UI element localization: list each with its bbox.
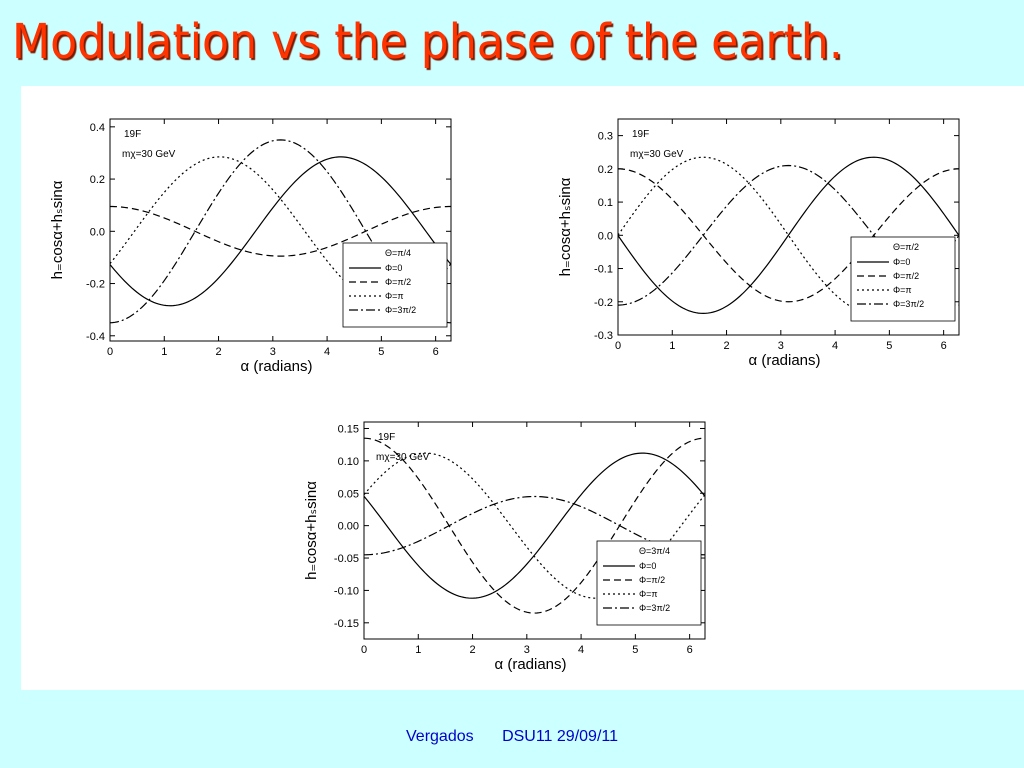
x-axis-label: α (radians) (240, 358, 312, 375)
y-tick-label: -0.15 (334, 618, 359, 630)
legend-box (342, 242, 448, 328)
x-tick-label: 5 (886, 340, 892, 352)
legend-title: Θ=3π/4 (639, 546, 670, 556)
y-tick-label: 0.2 (598, 164, 613, 176)
footer: Vergados DSU11 29/09/11 (0, 728, 1024, 746)
legend-entry: Φ=0 (893, 257, 910, 267)
legend: Θ=π/2 Φ=0 Φ=π/2 Φ=π Φ=3π/2 (850, 236, 956, 322)
x-tick-label: 2 (215, 346, 221, 358)
x-axis-label: α (radians) (748, 352, 820, 369)
isotope-label: 19F (632, 129, 649, 140)
series-line (363, 495, 706, 556)
series-line (363, 437, 706, 614)
x-tick-label: 6 (687, 644, 693, 656)
y-tick-label: 0.3 (598, 131, 613, 143)
y-tick-label: 0.10 (338, 456, 359, 468)
chart-theta-3pi-over-4: 0 1 2 3 4 5 6 -0.15 -0.10 -0.05 0.00 0.05 0.10 0.15 α … (303, 421, 706, 673)
isotope-label: 19F (378, 432, 395, 443)
chart-theta-pi-over-4: 0 1 2 3 4 5 6 -0.4 -0.2 0.0 0.2 0.4 α (radians) h₌cos… (49, 118, 452, 375)
x-tick-label: 4 (324, 346, 330, 358)
legend-entry: Φ=0 (639, 561, 656, 571)
legend-entry: Φ=0 (385, 263, 402, 273)
x-tick-label: 0 (107, 346, 113, 358)
y-tick-label: 0.05 (338, 488, 359, 500)
y-tick-label: 0.0 (90, 226, 105, 238)
y-tick-label: -0.2 (594, 297, 613, 309)
x-tick-label: 4 (832, 340, 838, 352)
series-line (363, 452, 706, 599)
x-tick-label: 5 (632, 644, 638, 656)
legend-entry: Φ=3π/2 (385, 305, 416, 315)
x-tick-label: 2 (723, 340, 729, 352)
y-tick-label: -0.10 (334, 585, 359, 597)
series-line (109, 156, 452, 307)
x-tick-label: 0 (615, 340, 621, 352)
legend: Θ=3π/4 Φ=0 Φ=π/2 Φ=π Φ=3π/2 (596, 540, 702, 626)
x-tick-label: 6 (941, 340, 947, 352)
footer-author: Vergados (406, 728, 474, 745)
legend-box (596, 540, 702, 626)
y-tick-label: -0.4 (86, 331, 105, 343)
x-tick-label: 6 (433, 346, 439, 358)
mass-label: mχ=30 GeV (122, 149, 176, 160)
legend-entry: Φ=π (893, 285, 912, 295)
y-axis-label: h₌cosα+hₛsinα (557, 177, 574, 276)
mass-label: mχ=30 GeV (376, 452, 430, 463)
x-tick-label: 1 (415, 644, 421, 656)
y-tick-label: 0.15 (338, 423, 359, 435)
legend-title: Θ=π/4 (385, 248, 411, 258)
x-tick-label: 4 (578, 644, 584, 656)
x-tick-label: 1 (161, 346, 167, 358)
legend-box (850, 236, 956, 322)
x-axis-label: α (radians) (494, 656, 566, 673)
y-axis-label: h₌cosα+hₛsinα (49, 180, 66, 279)
x-tick-label: 2 (469, 644, 475, 656)
y-tick-label: 0.1 (598, 197, 613, 209)
isotope-label: 19F (124, 129, 141, 140)
x-tick-label: 3 (270, 346, 276, 358)
series-line (617, 168, 960, 303)
y-tick-label: 0.4 (90, 122, 105, 134)
y-tick-label: -0.2 (86, 279, 105, 291)
legend-title: Θ=π/2 (893, 242, 919, 252)
x-tick-label: 3 (778, 340, 784, 352)
legend-entry: Φ=π (639, 589, 658, 599)
legend: Θ=π/4 Φ=0 Φ=π/2 Φ=π Φ=3π/2 (342, 242, 448, 328)
y-tick-label: 0.00 (338, 521, 359, 533)
chart-theta-pi-over-2: 0 1 2 3 4 5 6 -0.3 -0.2 -0.1 0.0 0.1 0.2 0.3 α (radian… (557, 118, 960, 369)
y-tick-label: 0.0 (598, 230, 613, 242)
x-tick-label: 1 (669, 340, 675, 352)
y-tick-label: -0.05 (334, 553, 359, 565)
y-tick-label: -0.1 (594, 264, 613, 276)
mass-label: mχ=30 GeV (630, 149, 684, 160)
x-tick-label: 0 (361, 644, 367, 656)
series-line (617, 156, 960, 315)
legend-entry: Φ=π/2 (385, 277, 411, 287)
y-tick-label: 0.2 (90, 174, 105, 186)
legend-entry: Φ=3π/2 (639, 603, 670, 613)
x-tick-label: 3 (524, 644, 530, 656)
legend-entry: Φ=π/2 (893, 271, 919, 281)
slide-title: Modulation vs the phase of the earth. (12, 14, 843, 70)
legend-entry: Φ=3π/2 (893, 299, 924, 309)
x-tick-label: 5 (378, 346, 384, 358)
series-line (109, 205, 452, 257)
y-axis-label: h₌cosα+hₛsinα (303, 481, 320, 580)
legend-entry: Φ=π/2 (639, 575, 665, 585)
footer-event-date: DSU11 29/09/11 (502, 728, 618, 745)
y-tick-label: -0.3 (594, 330, 613, 342)
legend-entry: Φ=π (385, 291, 404, 301)
